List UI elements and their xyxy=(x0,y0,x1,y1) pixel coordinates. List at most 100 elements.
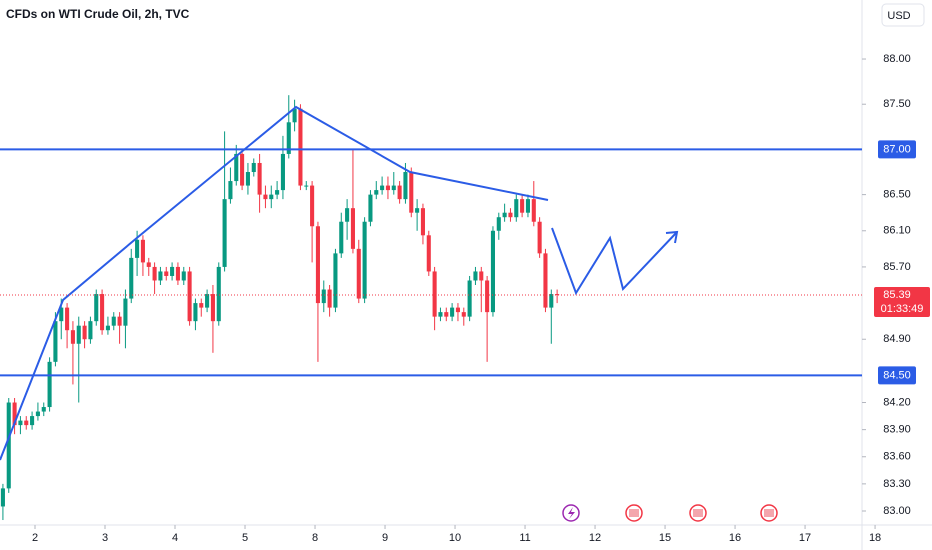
candle-body xyxy=(298,108,303,186)
currency-label[interactable]: USD xyxy=(887,10,910,22)
candle-body xyxy=(269,194,274,200)
trend-line xyxy=(0,105,549,461)
candle-body xyxy=(47,361,52,408)
y-tick-label: 85.70 xyxy=(883,261,911,273)
candle-body xyxy=(380,185,385,191)
x-tick-label: 5 xyxy=(242,532,248,544)
plot-area xyxy=(0,95,560,521)
candle-body xyxy=(508,212,513,218)
candle-body xyxy=(18,420,23,426)
candle-body xyxy=(175,266,180,281)
candle-body xyxy=(426,235,431,272)
candle-body xyxy=(257,162,262,195)
candle-body xyxy=(286,122,291,154)
last-price-label: 85.39 xyxy=(883,289,911,301)
candle-body xyxy=(415,208,420,213)
candle-body xyxy=(327,289,332,308)
candle-body xyxy=(12,402,17,426)
candle-body xyxy=(438,312,443,317)
candle-body xyxy=(543,253,548,308)
candle-body xyxy=(525,199,530,213)
candle-body xyxy=(240,153,245,186)
candle-body xyxy=(345,208,350,222)
candle-body xyxy=(234,153,239,182)
candle-body xyxy=(181,271,186,281)
candle-body xyxy=(24,420,29,426)
candle-body xyxy=(333,253,338,308)
level-label: 84.50 xyxy=(883,369,911,381)
candle-body xyxy=(123,298,128,326)
candle-body xyxy=(199,303,204,308)
x-tick-label: 15 xyxy=(659,532,671,544)
candle-body xyxy=(70,330,75,344)
candle-body xyxy=(403,172,408,200)
y-tick-label: 84.90 xyxy=(883,333,911,345)
event-icons xyxy=(562,504,778,522)
candle-body xyxy=(420,208,425,236)
candle-body xyxy=(251,162,256,173)
candle-body xyxy=(210,294,215,322)
candle-body xyxy=(455,307,460,313)
candle-body xyxy=(152,266,157,281)
x-tick-label: 10 xyxy=(449,532,461,544)
y-tick-label: 86.10 xyxy=(883,225,911,237)
candle-body xyxy=(374,190,379,195)
y-tick-label: 83.30 xyxy=(883,478,911,490)
candle-body xyxy=(65,307,70,331)
candle-body xyxy=(41,407,46,412)
level-tag xyxy=(878,366,916,385)
candle-body xyxy=(315,226,320,304)
candle-body xyxy=(30,416,35,426)
candle-body xyxy=(444,312,449,317)
x-tick-label: 11 xyxy=(519,532,530,544)
x-tick-label: 9 xyxy=(382,532,388,544)
candle-body xyxy=(385,185,390,191)
candle-body xyxy=(117,316,122,326)
candle-body xyxy=(356,248,361,299)
candle-body xyxy=(537,221,542,254)
currency-button[interactable] xyxy=(881,3,925,27)
candle-body xyxy=(280,153,285,191)
candle-body xyxy=(473,271,478,281)
candle-body xyxy=(100,294,105,331)
candle-body xyxy=(35,411,40,417)
candle-body xyxy=(555,294,560,296)
candle-body xyxy=(164,271,169,276)
candle-body xyxy=(216,266,221,322)
candle-body xyxy=(391,185,396,191)
candle-body xyxy=(514,199,519,218)
candle-body xyxy=(292,108,297,123)
candle-body xyxy=(76,325,81,344)
y-tick-label: 83.00 xyxy=(883,505,911,517)
candle-body xyxy=(228,181,233,200)
candle-body xyxy=(531,199,536,222)
candle-body xyxy=(496,217,501,231)
x-tick-label: 3 xyxy=(102,532,108,544)
event-icon-bolt xyxy=(568,507,575,519)
candle-body xyxy=(0,488,5,507)
flag xyxy=(693,509,703,517)
candle-body xyxy=(520,199,525,213)
y-tick-label: 88.00 xyxy=(883,53,911,65)
y-tick-label: 86.50 xyxy=(883,189,911,201)
candle-body xyxy=(450,307,455,317)
y-tick-label: 84.20 xyxy=(883,396,911,408)
candle-body xyxy=(275,190,280,195)
candle-body xyxy=(135,239,140,258)
countdown-label: 01:33:49 xyxy=(881,303,924,315)
candle-body xyxy=(146,262,151,267)
candle-body xyxy=(193,303,198,322)
candle-body xyxy=(94,294,99,322)
projection-arrow xyxy=(665,230,679,244)
candle-body xyxy=(205,294,210,308)
flag xyxy=(629,509,639,517)
candle-body xyxy=(409,172,414,213)
candle-body xyxy=(82,325,87,340)
candle-body xyxy=(187,271,192,322)
projection-line xyxy=(551,227,678,296)
candle-body xyxy=(129,257,134,299)
x-tick-label: 4 xyxy=(172,532,178,544)
chart-title: CFDs on WTI Crude Oil, 2h, TVC xyxy=(6,7,190,21)
